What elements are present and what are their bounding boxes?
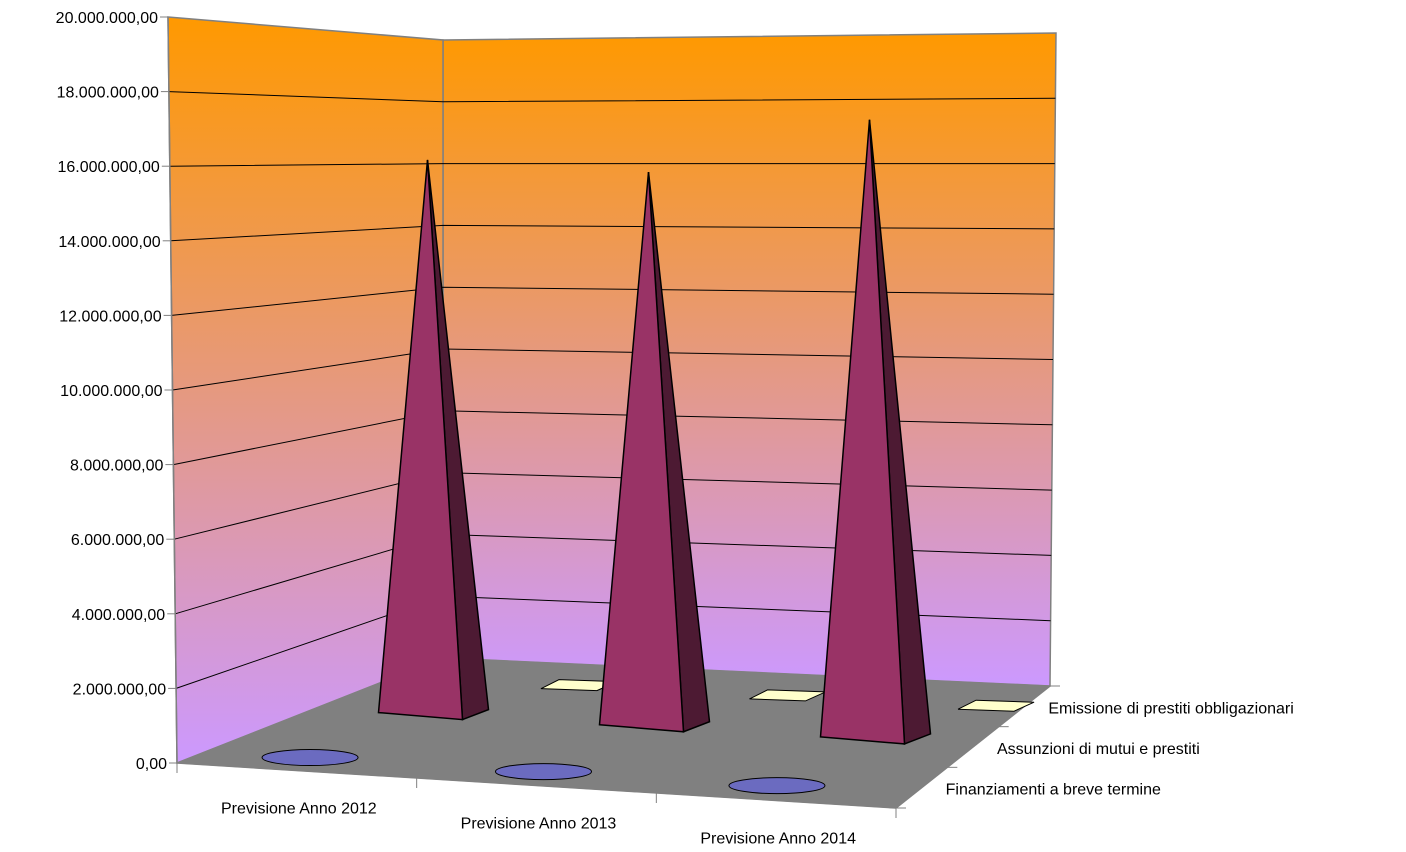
y-axis-line bbox=[167, 16, 178, 764]
y-tick-label: 12.000.000,00 bbox=[59, 308, 161, 325]
y-tick-label: 16.000.000,00 bbox=[57, 159, 159, 176]
flat-marker bbox=[957, 699, 1035, 712]
gridline bbox=[170, 224, 1055, 242]
x-tick-label: Previsione Anno 2014 bbox=[700, 831, 856, 848]
gridline bbox=[171, 286, 1054, 316]
y-tick-label: 18.000.000,00 bbox=[57, 85, 159, 102]
flat-marker bbox=[261, 749, 359, 767]
flat-marker bbox=[728, 777, 826, 795]
gridline bbox=[168, 91, 1056, 103]
x-tick-label: Previsione Anno 2013 bbox=[461, 816, 617, 833]
pyramid-bar bbox=[598, 172, 685, 733]
y-tick-label: 4.000.000,00 bbox=[72, 607, 166, 624]
back-wall bbox=[442, 32, 1057, 687]
flat-marker bbox=[495, 763, 592, 781]
depth-axis: Finanziamenti a breve termine Assunzioni … bbox=[895, 685, 1294, 809]
x-tick-label: Previsione Anno 2012 bbox=[221, 801, 377, 818]
y-tick-label: 14.000.000,00 bbox=[58, 234, 160, 251]
series-label: Finanziamenti a breve termine bbox=[946, 782, 1161, 799]
x-axis-line bbox=[176, 762, 897, 809]
y-tick-label: 10.000.000,00 bbox=[60, 383, 162, 400]
y-tick-label: 2.000.000,00 bbox=[73, 681, 167, 698]
pyramid-bar bbox=[377, 159, 464, 721]
y-tick-label: 0,00 bbox=[136, 756, 167, 773]
series-label: Assunzioni di mutui e prestiti bbox=[997, 741, 1200, 758]
y-tick-label: 6.000.000,00 bbox=[71, 532, 165, 549]
y-tick-label: 20.000.000,00 bbox=[56, 10, 158, 27]
pyramid-bar bbox=[819, 119, 906, 745]
gridline bbox=[169, 163, 1055, 167]
data-marks bbox=[261, 119, 1035, 795]
y-axis: 0,00 2.000.000,00 4.000.000,00 6.000.000,00… bbox=[56, 10, 178, 773]
y-tick-label: 8.000.000,00 bbox=[70, 458, 164, 475]
series-label: Emissione di prestiti obbligazionari bbox=[1048, 700, 1293, 717]
x-axis: Previsione Anno 2012 Previsione Anno 2013… bbox=[176, 762, 897, 848]
